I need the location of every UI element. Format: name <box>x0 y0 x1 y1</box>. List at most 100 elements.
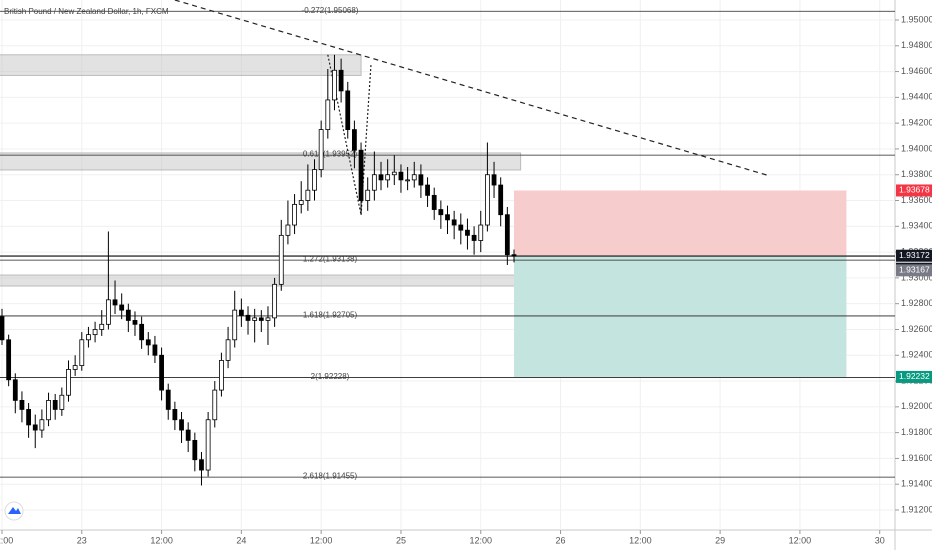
candle-body <box>418 174 424 186</box>
candle-body <box>332 69 337 101</box>
candle-body <box>445 214 450 221</box>
candle-body <box>411 174 417 181</box>
candle-body <box>285 224 291 236</box>
candle-body <box>365 189 371 201</box>
candle-body <box>152 344 158 356</box>
candle-body <box>318 129 324 170</box>
candle-body <box>225 339 231 361</box>
candle-body <box>298 200 304 205</box>
candle-body <box>352 129 357 151</box>
y-tick-label: 1.91200 <box>901 504 932 514</box>
price-tag-label: 1.93678 <box>899 185 930 195</box>
y-tick-label: 1.95000 <box>901 14 932 24</box>
x-tick-label: 23 <box>77 535 87 545</box>
y-tick-label: 1.91800 <box>901 427 932 437</box>
y-tick-label: 1.93600 <box>901 195 932 205</box>
x-tick-label: 12:00 <box>469 535 492 545</box>
fib-label: 1.618(1.92705) <box>303 311 358 320</box>
logo <box>4 501 24 521</box>
x-tick-label: 12:00 <box>629 535 652 545</box>
stop-zone <box>513 190 847 256</box>
candle-body <box>465 229 470 236</box>
candle-body <box>425 184 430 196</box>
y-tick-label: 1.94200 <box>901 118 932 128</box>
candle-body <box>292 203 297 226</box>
candle-body <box>245 314 251 321</box>
y-tick-label: 1.91400 <box>901 479 932 489</box>
candle-body <box>92 329 98 336</box>
candle-body <box>325 99 331 130</box>
candle-body <box>438 209 444 216</box>
candle-body <box>385 174 391 181</box>
x-tick-label: 26 <box>556 535 566 545</box>
y-tick-label: 1.94400 <box>901 92 932 102</box>
price-tag-label: 1.93167 <box>899 265 930 275</box>
y-tick-label: 1.92600 <box>901 324 932 334</box>
y-tick-label: 1.92400 <box>901 350 932 360</box>
candle-body <box>19 400 25 410</box>
candle-body <box>345 90 351 130</box>
fib-label: 1.272(1.93138) <box>303 255 358 264</box>
candle-body <box>431 194 437 210</box>
candle-body <box>305 189 311 201</box>
candle-body <box>312 169 317 191</box>
candle-body <box>79 339 85 366</box>
zone <box>0 54 362 76</box>
candle-body <box>72 365 78 370</box>
candle-body <box>398 171 404 181</box>
x-tick-label: 12:00 <box>310 535 333 545</box>
candle-body <box>59 394 65 410</box>
price-tag <box>896 370 932 383</box>
candle-body <box>172 409 178 421</box>
candle-body <box>212 389 218 421</box>
candle-body <box>86 334 91 341</box>
candle-body <box>192 439 198 461</box>
candle-body <box>338 69 344 92</box>
candle-body <box>272 283 278 319</box>
trendline <box>327 54 362 215</box>
candle-body <box>232 309 238 341</box>
candle-body <box>0 316 5 341</box>
candle-body <box>451 219 457 226</box>
x-tick-label: 12:00 <box>150 535 173 545</box>
candle-body <box>125 309 131 321</box>
candle-body <box>159 354 164 391</box>
candle-body <box>278 234 284 285</box>
candle-body <box>491 174 497 186</box>
x-tick-label: 25 <box>396 535 406 545</box>
candle-body <box>132 320 138 325</box>
x-tick-label: 12:00 <box>0 535 13 545</box>
candle-body <box>485 174 490 226</box>
candle-body <box>66 369 71 396</box>
candle-body <box>119 304 125 311</box>
y-tick-label: 1.91600 <box>901 453 932 463</box>
y-tick-label: 1.93800 <box>901 169 932 179</box>
y-tick-label: 1.92800 <box>901 298 932 308</box>
y-tick-label: 1.94000 <box>901 143 932 153</box>
price-tag-label: 1.92232 <box>899 371 930 381</box>
candle-body <box>26 409 31 426</box>
candle-body <box>32 424 38 431</box>
candle-body <box>504 214 510 256</box>
candle-body <box>378 174 384 181</box>
trendline <box>174 0 771 177</box>
candle-body <box>391 171 397 176</box>
candle-body <box>185 429 191 441</box>
candle-body <box>238 309 244 316</box>
candle-body <box>99 323 105 330</box>
candle-body <box>219 360 224 391</box>
y-tick-label: 1.94800 <box>901 40 932 50</box>
candle-body <box>265 317 271 321</box>
x-tick-label: 12:00 <box>789 535 812 545</box>
candle-body <box>6 339 12 381</box>
fib-label: 0.618(1.93952) <box>303 150 358 159</box>
candle-body <box>458 224 464 231</box>
price-tag <box>896 184 932 197</box>
candle-body <box>46 400 51 421</box>
y-tick-label: 1.93000 <box>901 272 932 282</box>
candle-body <box>371 174 377 191</box>
candle-body <box>179 419 184 431</box>
x-tick-label: 30 <box>875 535 885 545</box>
candle-body <box>145 339 151 346</box>
